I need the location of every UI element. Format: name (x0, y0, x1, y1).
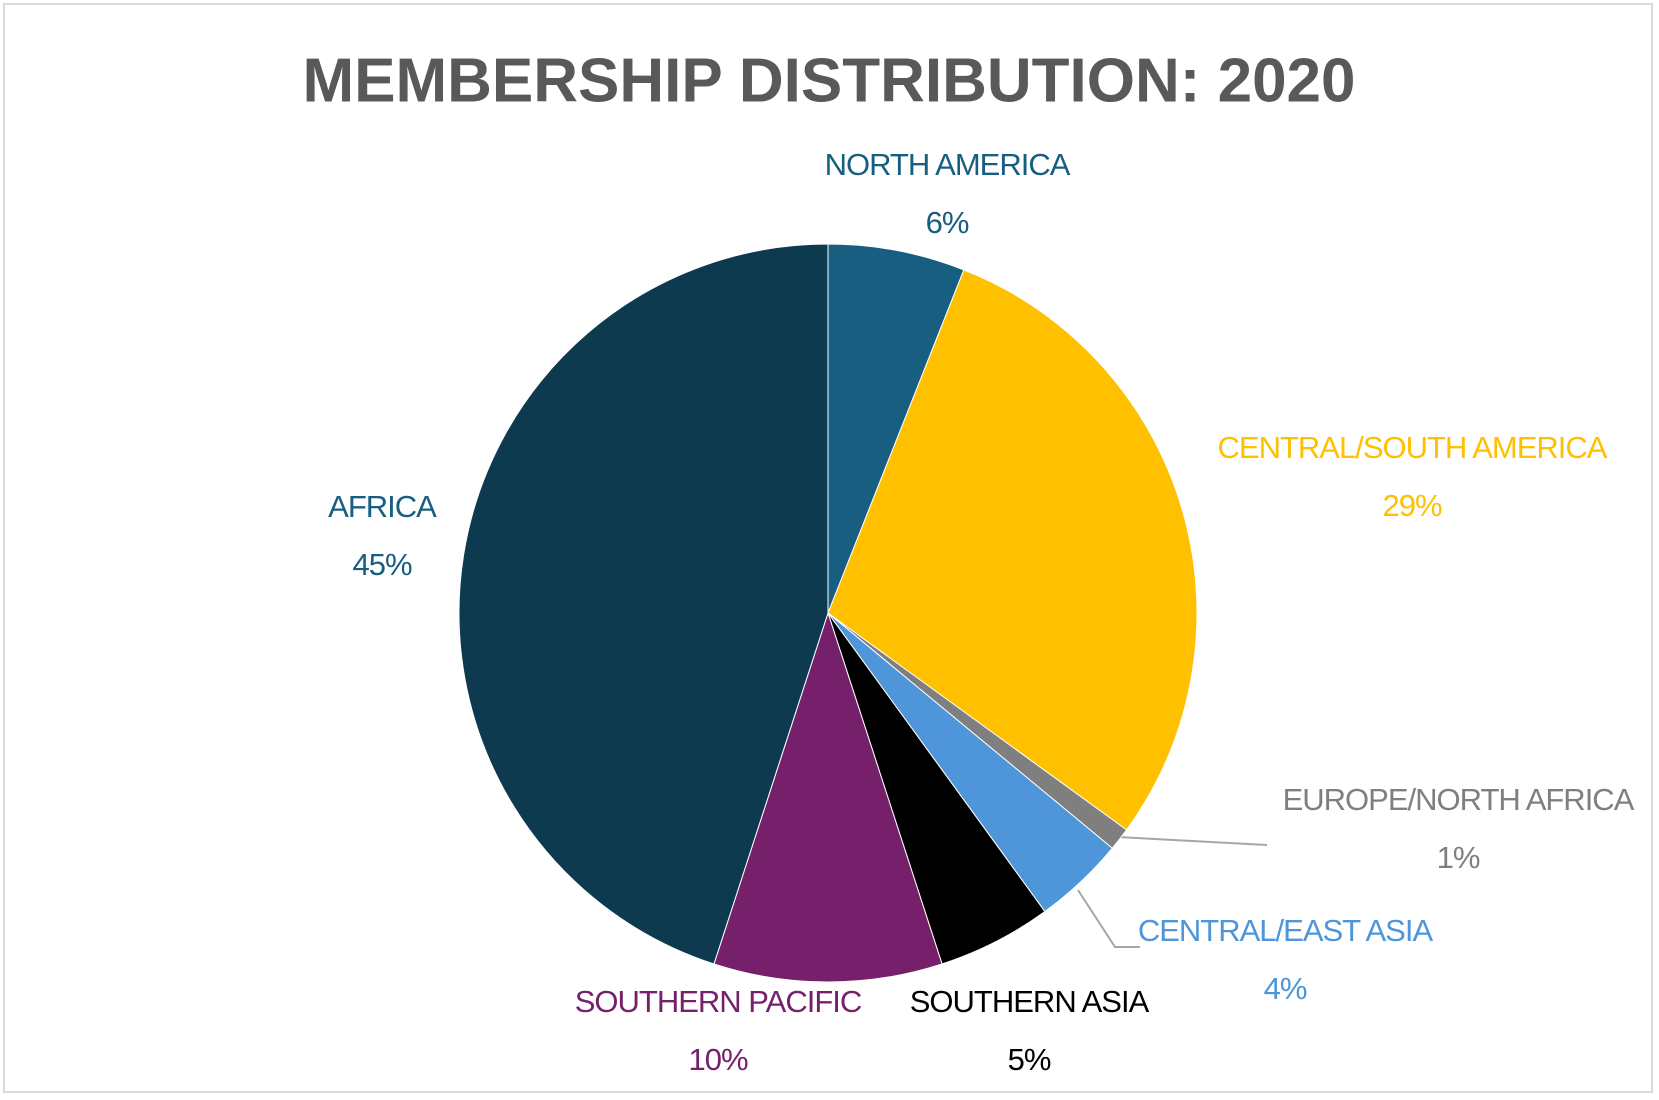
slice-label: AFRICA (328, 489, 437, 524)
slice-label: SOUTHERN ASIA (910, 984, 1150, 1019)
slice-value-label: 10% (688, 1042, 747, 1077)
chart-title: MEMBERSHIP DISTRIBUTION: 2020 (302, 46, 1355, 115)
slice-label: SOUTHERN PACIFIC (575, 984, 862, 1019)
slice-value-label: 1% (1437, 840, 1480, 875)
pie-slice (827, 243, 965, 614)
slice-value-label: 45% (352, 547, 411, 582)
slice-label: CENTRAL/SOUTH AMERICA (1218, 430, 1608, 465)
slice-value-label: 29% (1382, 488, 1441, 523)
slice-value-label: 6% (926, 205, 969, 240)
slice-label: CENTRAL/EAST ASIA (1138, 913, 1434, 948)
leader-line (1077, 889, 1140, 948)
leader-line (1117, 836, 1268, 846)
slice-label: NORTH AMERICA (825, 147, 1071, 182)
pie-slice (827, 269, 1198, 831)
slice-value-label: 5% (1008, 1042, 1051, 1077)
slice-label: EUROPE/NORTH AFRICA (1283, 782, 1635, 817)
pie-slice (713, 611, 943, 983)
slice-value-label: 4% (1264, 971, 1307, 1006)
pie-slice (458, 243, 829, 965)
